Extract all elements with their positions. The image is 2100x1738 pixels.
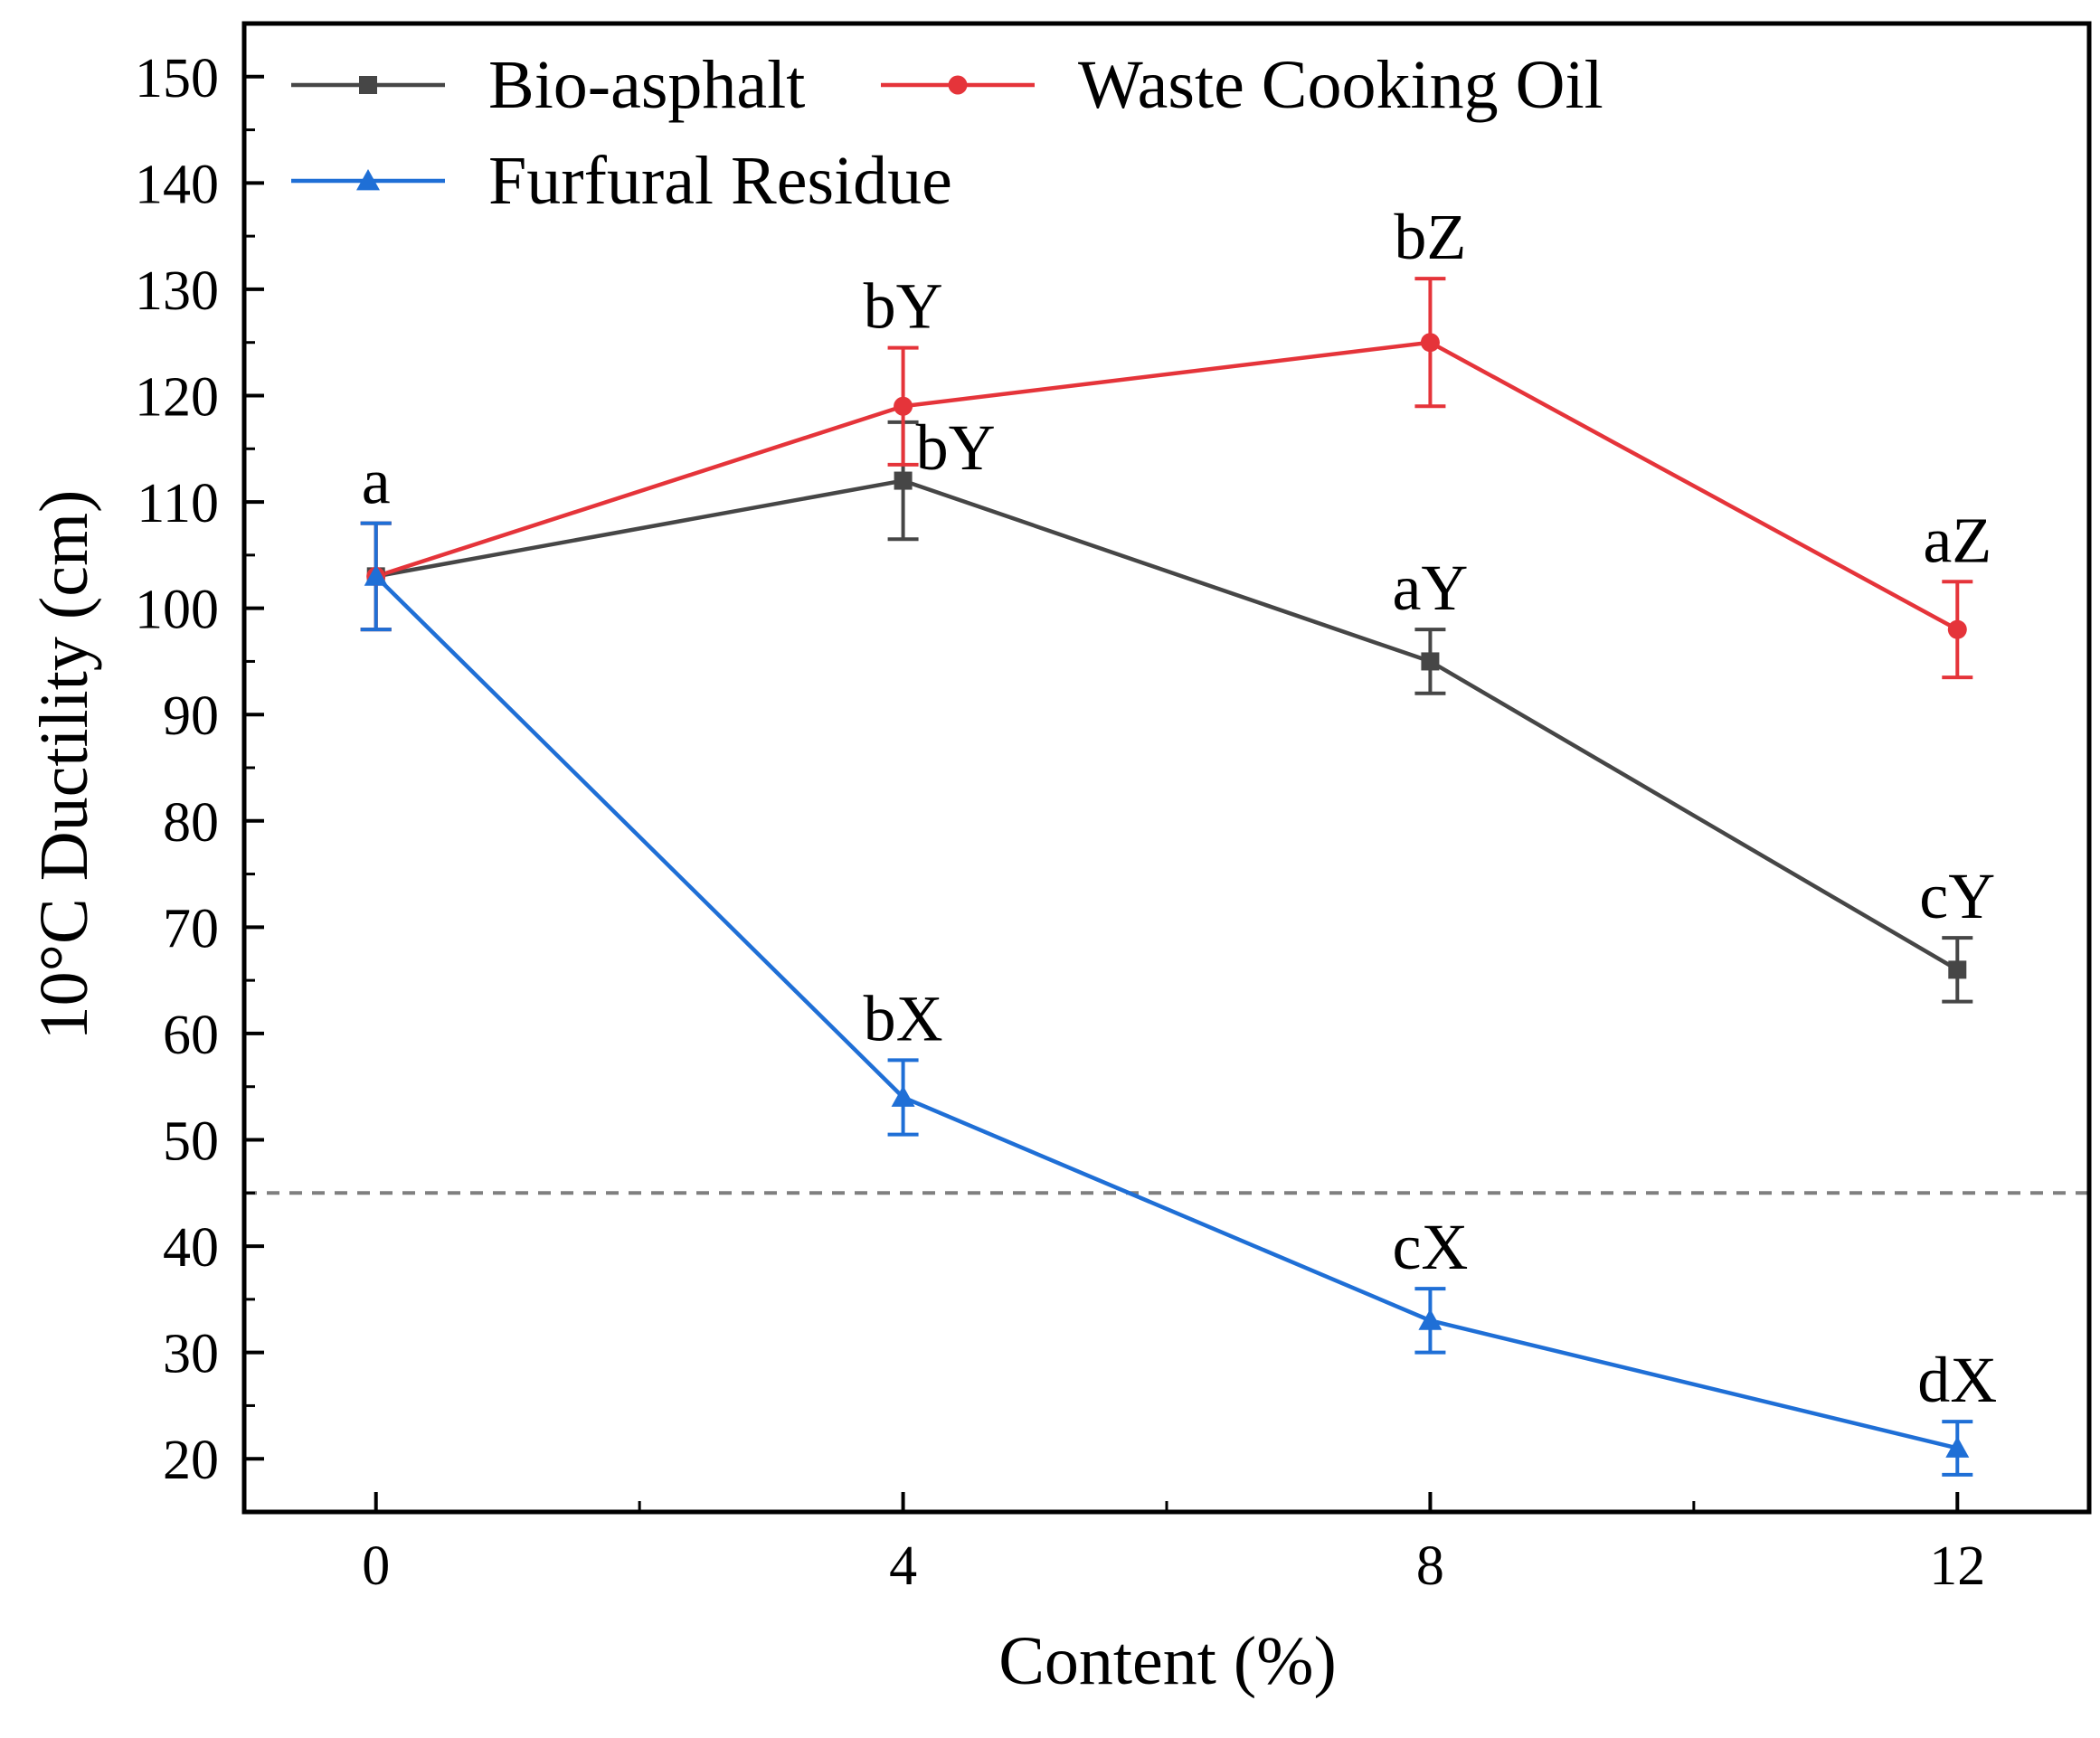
y-tick-label-150: 150 [135,48,219,109]
legend-item-furfural-residue: Furfural Residue [291,143,952,219]
point-label-bio-asphalt-8: aY [1392,552,1468,624]
point-bio-asphalt-8 [1421,652,1440,671]
series-line-bio-asphalt [375,478,1959,972]
point-label-furfural-residue-8: cX [1392,1211,1468,1283]
point-label-bio-asphalt-4: bY [916,411,996,484]
point-labels-layer: bY aY cY bY bZ aZ a bX cX dX [362,201,1998,1416]
y-tick-label-90: 90 [163,685,219,747]
y-tick-label-60: 60 [163,1005,219,1066]
axes-layer: 20 30 40 50 60 70 80 90 100 110 120 130 140 150 0 4 8 12 [135,21,2092,1597]
point-bio-asphalt-4 [894,471,913,490]
legend-marker [948,75,968,95]
series-line-waste-cooking-oil [375,340,1959,632]
y-tick-label-70: 70 [163,898,219,959]
point-furfural-residue-4 [891,1085,915,1107]
point-waste-cooking-oil-4 [894,396,913,416]
point-label-waste-cooking-oil-12: aZ [1923,504,1991,576]
x-axis-title: Content (%) [998,1623,1337,1699]
y-tick-label-80: 80 [163,792,219,854]
point-bio-asphalt-12 [1948,960,1967,979]
x-tick-label-4: 4 [889,1535,917,1597]
y-tick-label-120: 120 [135,367,219,429]
y-tick-label-30: 30 [163,1324,219,1385]
y-tick-label-20: 20 [163,1430,219,1491]
y-axis-title: 10°C Ductility (cm) [26,490,102,1041]
point-waste-cooking-oil-8 [1420,333,1440,353]
legend: Bio-asphalt Waste Cooking Oil Furfural Res… [291,47,1603,219]
legend-label: Furfural Residue [488,143,952,219]
y-tick-label-100: 100 [135,580,219,641]
y-tick-label-130: 130 [135,260,219,322]
point-label-furfural-residue-4: bX [864,982,943,1054]
legend-label: Waste Cooking Oil [1078,47,1603,123]
legend-marker [359,76,377,94]
legend-item-bio-asphalt: Bio-asphalt [291,47,805,123]
x-tick-label-12: 12 [1929,1535,1985,1597]
legend-marker [356,169,380,191]
legend-label: Bio-asphalt [488,47,805,123]
point-label-waste-cooking-oil-4: bY [864,270,943,343]
point-furfural-residue-8 [1418,1308,1443,1330]
legend-item-waste-cooking-oil: Waste Cooking Oil [881,47,1603,123]
point-waste-cooking-oil-12 [1947,619,1967,639]
point-label-waste-cooking-oil-8: bZ [1394,201,1466,273]
point-furfural-residue-0 [364,564,388,586]
y-tick-label-110: 110 [137,473,219,534]
y-tick-label-50: 50 [163,1111,219,1173]
point-label-furfural-residue-0: a [362,446,391,518]
point-label-bio-asphalt-12: cY [1919,860,1995,932]
point-furfural-residue-12 [1945,1436,1970,1458]
point-label-furfural-residue-12: dX [1917,1344,1997,1416]
y-tick-label-140: 140 [135,154,219,215]
y-tick-label-40: 40 [163,1217,219,1279]
x-tick-label-0: 0 [362,1535,390,1597]
series-line-furfural-residue [374,574,1958,1450]
x-tick-label-8: 8 [1416,1535,1444,1597]
series-layer [360,277,1973,1477]
